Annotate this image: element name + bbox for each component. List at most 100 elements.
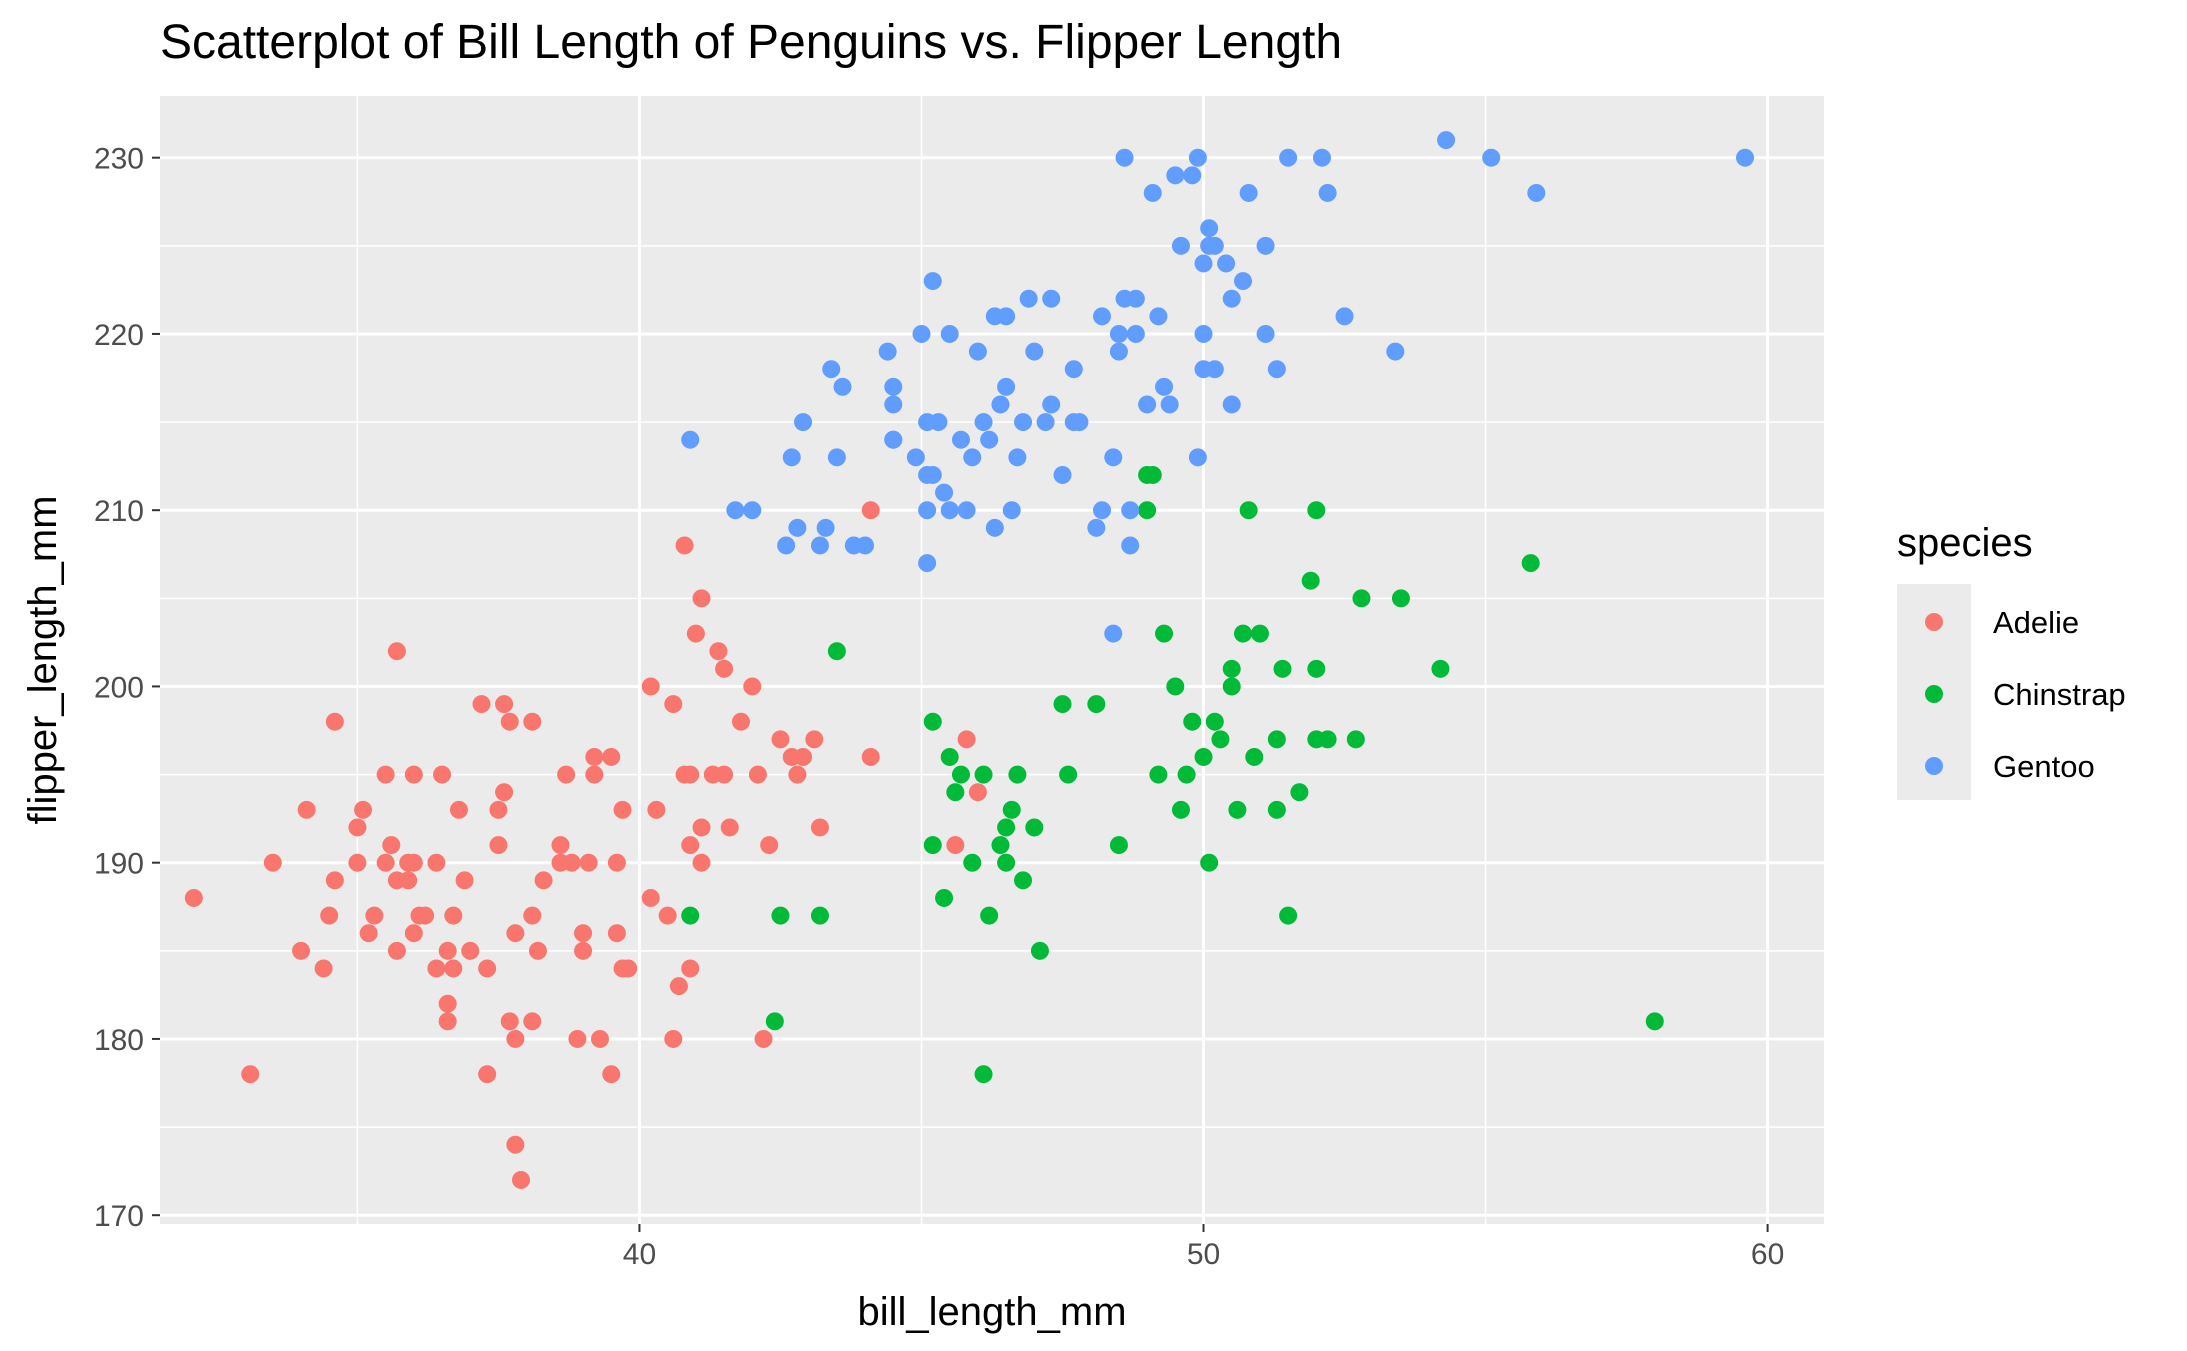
data-point: [861, 501, 880, 520]
data-point: [641, 677, 660, 696]
data-point: [1166, 166, 1185, 185]
y-tick-label: 180: [94, 1024, 144, 1057]
legend: species Adelie Chinstrap Gentoo: [1897, 521, 2126, 800]
data-point: [574, 941, 593, 960]
x-tick-label: 50: [1187, 1238, 1220, 1271]
data-point: [382, 836, 401, 855]
data-point: [997, 307, 1016, 326]
data-point: [1014, 871, 1033, 890]
data-point: [1239, 501, 1258, 520]
data-point: [1104, 448, 1123, 467]
legend-key-adelie: [1925, 613, 1943, 631]
data-point: [1002, 800, 1021, 819]
chart-title: Scatterplot of Bill Length of Penguins v…: [160, 16, 1342, 69]
data-point: [1645, 1012, 1664, 1031]
data-point: [404, 765, 423, 784]
data-point: [325, 712, 344, 731]
data-point: [1042, 289, 1061, 308]
data-point: [681, 430, 700, 449]
data-point: [1482, 148, 1501, 167]
data-point: [1290, 783, 1309, 802]
data-point: [1527, 183, 1546, 202]
data-point: [957, 501, 976, 520]
data-point: [1521, 554, 1540, 573]
data-point: [1273, 659, 1292, 678]
data-point: [562, 853, 581, 872]
legend-label-gentoo: Gentoo: [1993, 749, 2095, 784]
data-point: [1391, 589, 1410, 608]
data-point: [404, 853, 423, 872]
data-point: [297, 800, 316, 819]
data-point: [1155, 624, 1174, 643]
data-point: [974, 765, 993, 784]
axes: 40 50 60 170 180 190 200 210 220 230: [94, 143, 1784, 1271]
legend-key-gentoo: [1925, 757, 1943, 775]
data-point: [1019, 289, 1038, 308]
data-point: [1188, 148, 1207, 167]
data-point: [935, 888, 954, 907]
data-point: [427, 853, 446, 872]
data-point: [1183, 166, 1202, 185]
data-point: [1188, 448, 1207, 467]
data-point: [602, 1065, 621, 1084]
data-point: [444, 906, 463, 925]
data-point: [1386, 342, 1405, 361]
data-point: [963, 448, 982, 467]
data-point: [1250, 624, 1269, 643]
data-point: [607, 853, 626, 872]
data-point: [506, 1029, 525, 1048]
data-point: [292, 941, 311, 960]
data-point: [997, 853, 1016, 872]
data-point: [681, 959, 700, 978]
data-point: [997, 377, 1016, 396]
y-tick-label: 210: [94, 495, 144, 528]
data-point: [585, 765, 604, 784]
data-point: [658, 906, 677, 925]
data-point: [1245, 747, 1264, 766]
data-point: [968, 783, 987, 802]
data-point: [489, 800, 508, 819]
data-point: [1109, 324, 1128, 343]
data-point: [878, 342, 897, 361]
data-point: [935, 483, 954, 502]
data-point: [1194, 324, 1213, 343]
data-point: [1025, 342, 1044, 361]
data-point: [438, 1012, 457, 1031]
data-point: [602, 747, 621, 766]
data-point: [500, 1012, 519, 1031]
data-point: [856, 536, 875, 555]
data-point: [1194, 254, 1213, 273]
data-point: [788, 518, 807, 537]
data-point: [923, 712, 942, 731]
data-point: [664, 695, 683, 714]
data-point: [1217, 254, 1236, 273]
data-point: [1109, 342, 1128, 361]
data-point: [427, 959, 446, 978]
y-tick-label: 170: [94, 1200, 144, 1233]
data-point: [777, 536, 796, 555]
data-point: [794, 413, 813, 432]
data-point: [720, 818, 739, 837]
x-tick-label: 40: [623, 1238, 656, 1271]
x-tick-label: 60: [1751, 1238, 1784, 1271]
data-point: [715, 765, 734, 784]
data-point: [348, 818, 367, 837]
x-axis-title: bill_length_mm: [857, 1290, 1126, 1334]
data-point: [376, 853, 395, 872]
data-point: [1234, 624, 1253, 643]
data-point: [472, 695, 491, 714]
data-point: [1070, 413, 1089, 432]
data-point: [325, 871, 344, 890]
data-point: [438, 941, 457, 960]
data-point: [184, 888, 203, 907]
data-point: [991, 836, 1010, 855]
data-point: [861, 747, 880, 766]
data-point: [743, 677, 762, 696]
data-point: [918, 501, 937, 520]
data-point: [1228, 800, 1247, 819]
data-point: [416, 906, 435, 925]
data-point: [376, 765, 395, 784]
data-point: [748, 765, 767, 784]
data-point: [523, 712, 542, 731]
data-point: [528, 941, 547, 960]
